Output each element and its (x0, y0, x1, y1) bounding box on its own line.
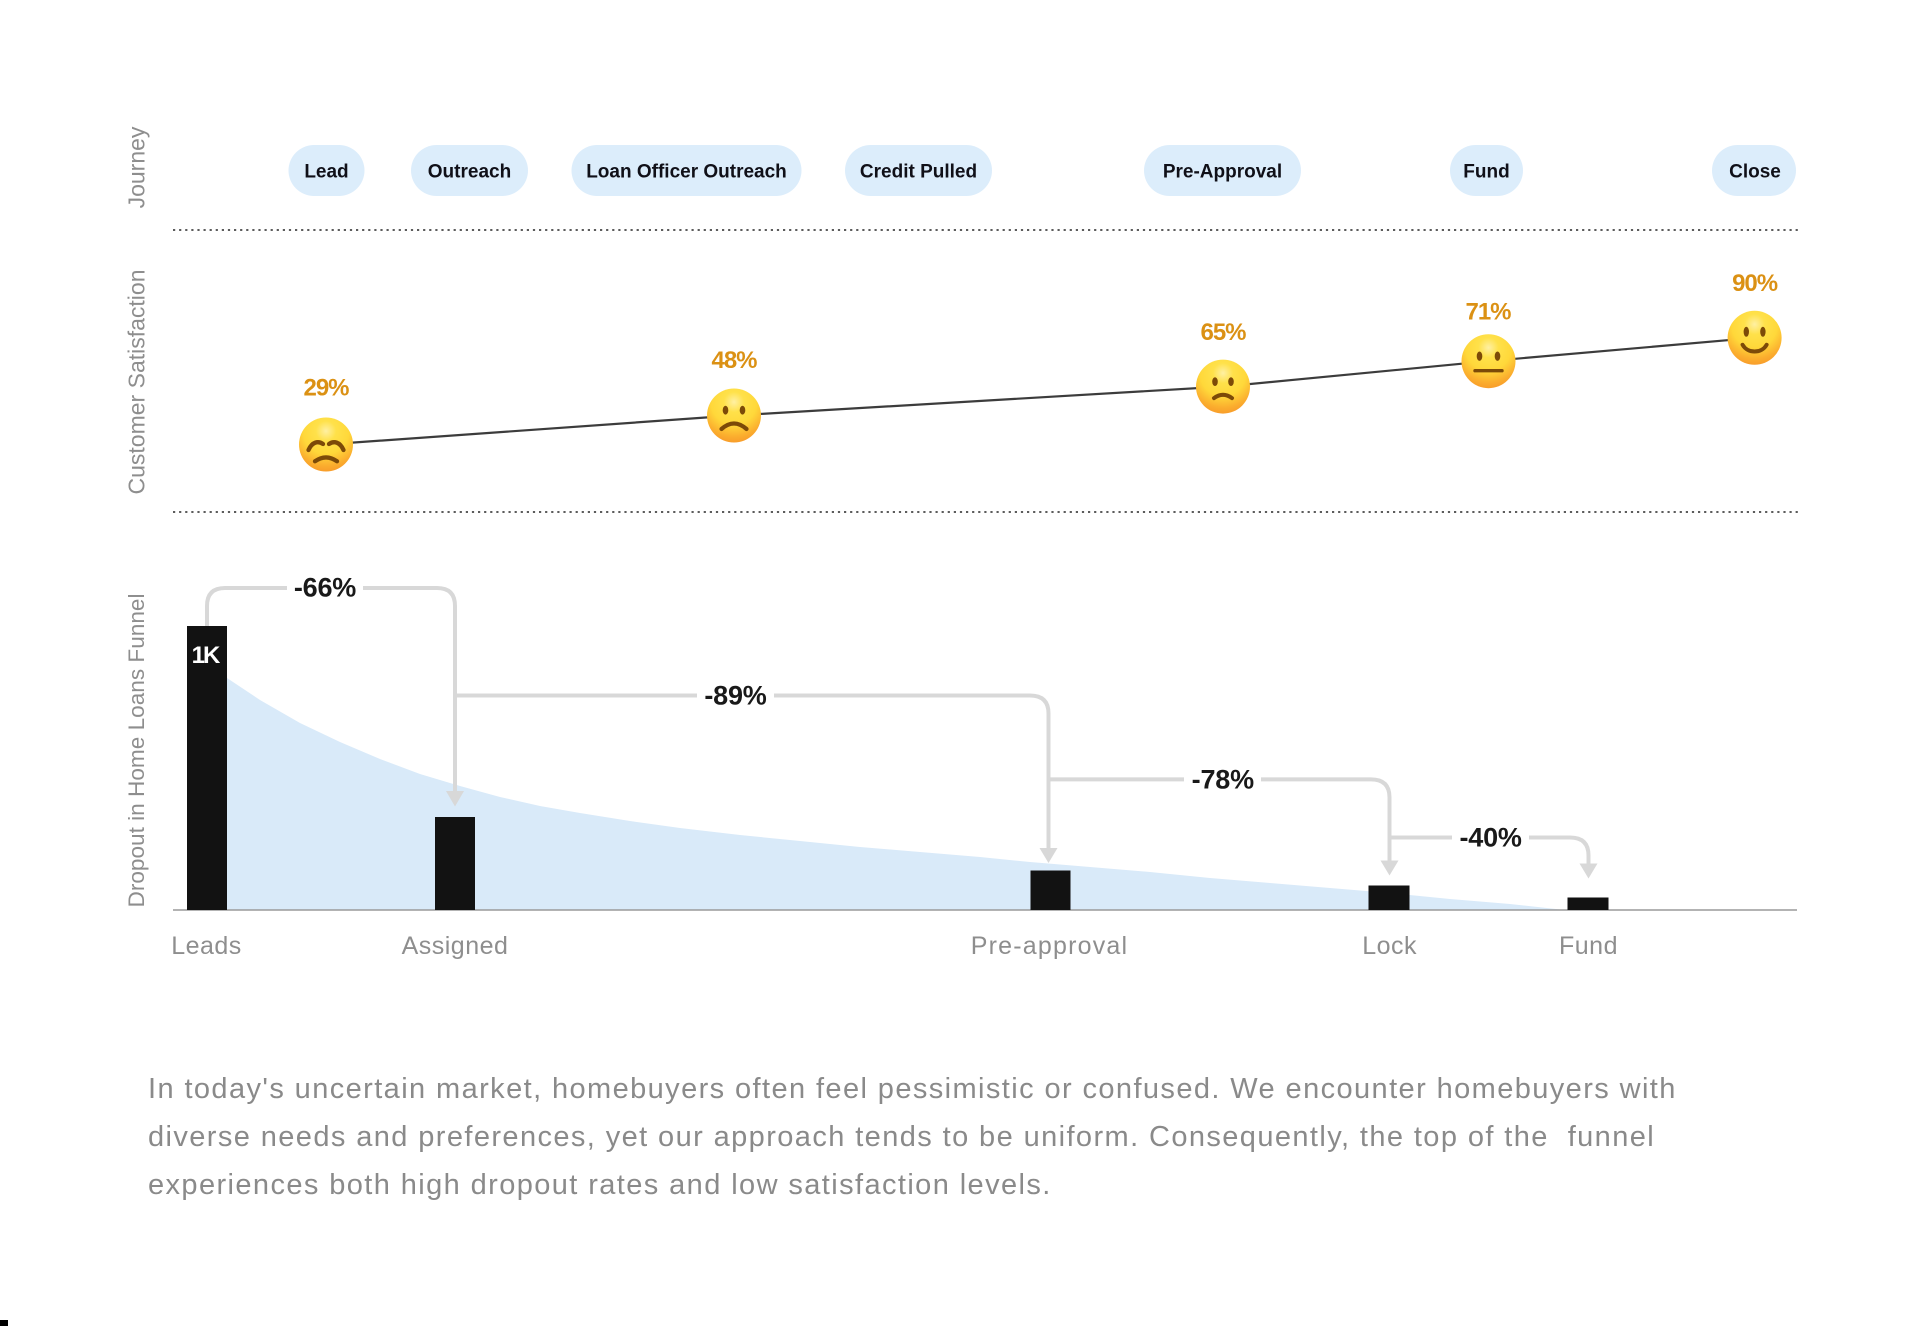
svg-text:Pre-Approval: Pre-Approval (1163, 162, 1282, 183)
svg-text:Outreach: Outreach (428, 162, 511, 183)
svg-text:Loan Officer Outreach: Loan Officer Outreach (586, 162, 787, 183)
svg-text:29%: 29% (303, 375, 349, 402)
svg-text:1K: 1K (192, 642, 221, 669)
svg-text:Leads: Leads (171, 932, 242, 960)
svg-text:Credit Pulled: Credit Pulled (860, 162, 977, 183)
svg-text:Lock: Lock (1362, 932, 1417, 960)
svg-text:Assigned: Assigned (402, 932, 509, 960)
svg-text:71%: 71% (1465, 299, 1511, 326)
svg-text:48%: 48% (711, 347, 757, 374)
svg-text:Fund: Fund (1559, 932, 1618, 960)
svg-text:Journey: Journey (124, 126, 150, 208)
svg-text:Customer Satisfaction: Customer Satisfaction (124, 270, 150, 495)
svg-text:Fund: Fund (1463, 162, 1509, 183)
svg-text:90%: 90% (1732, 270, 1778, 297)
svg-text:Pre-approval: Pre-approval (971, 932, 1129, 960)
svg-text:-66%: -66% (294, 573, 356, 603)
svg-text:-78%: -78% (1192, 764, 1254, 794)
svg-text:Lead: Lead (304, 162, 348, 183)
svg-text:-89%: -89% (704, 681, 766, 711)
svg-text:Dropout in Home Loans Funnel: Dropout in Home Loans Funnel (124, 594, 149, 908)
svg-text:65%: 65% (1200, 319, 1246, 346)
svg-text:-40%: -40% (1459, 823, 1521, 853)
svg-text:Close: Close (1729, 162, 1781, 183)
